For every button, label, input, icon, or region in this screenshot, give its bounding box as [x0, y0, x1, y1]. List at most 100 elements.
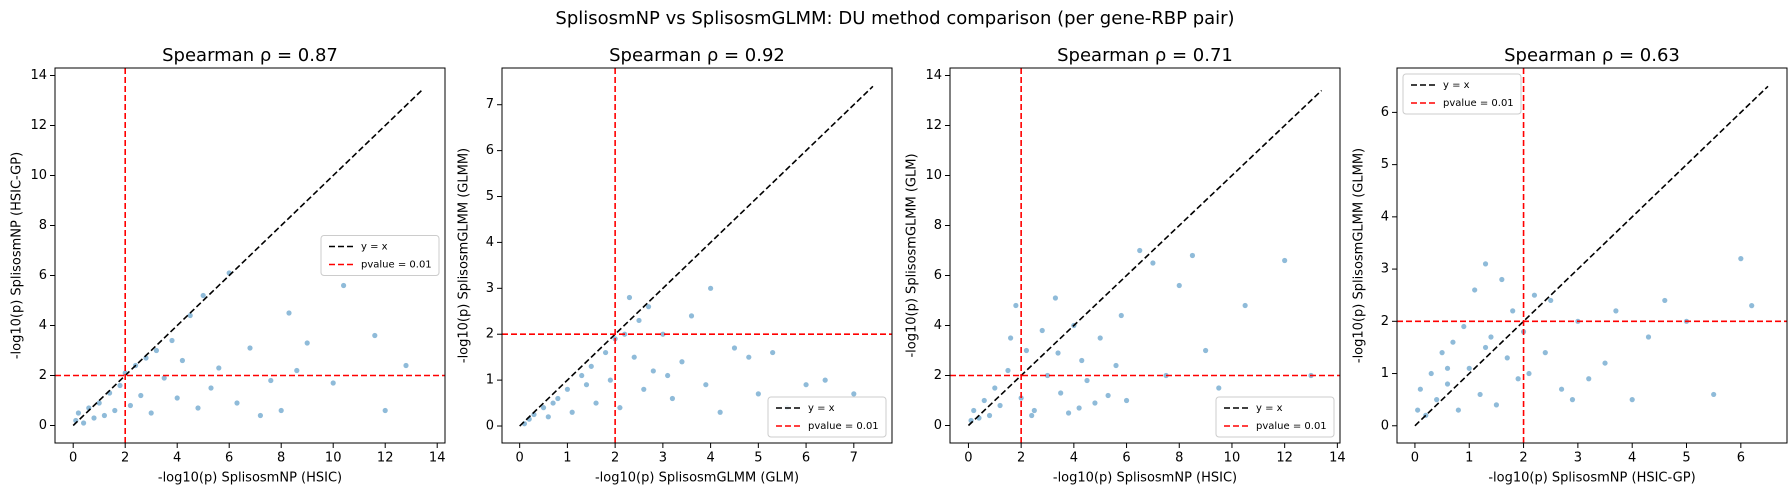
point: [1444, 365, 1451, 371]
point: [161, 375, 167, 381]
point: [1602, 360, 1608, 366]
point: [708, 285, 714, 291]
x-tick-label: 14: [1329, 451, 1346, 466]
point: [1023, 347, 1030, 354]
legend-label: pvalue = 0.01: [361, 260, 432, 271]
point: [1461, 323, 1467, 330]
x-tick-label: 6: [802, 451, 810, 466]
y-tick-label: 2: [1381, 314, 1389, 329]
point: [1008, 335, 1014, 341]
point: [1477, 391, 1483, 398]
point: [1065, 410, 1072, 416]
point: [174, 395, 180, 401]
y-tick-label: 5: [486, 189, 494, 204]
x-tick-label: 14: [429, 451, 446, 466]
point: [179, 357, 185, 364]
point: [1084, 377, 1090, 384]
point: [564, 386, 570, 392]
panel-title: Spearman ρ = 0.63: [1504, 45, 1680, 66]
y-tick-label: 8: [39, 218, 47, 233]
point: [986, 412, 993, 419]
x-tick-label: 6: [225, 451, 233, 466]
point: [208, 385, 214, 391]
point: [200, 292, 206, 299]
x-tick-label: 2: [1519, 451, 1527, 466]
point: [583, 382, 590, 388]
point: [247, 345, 253, 351]
y-tick-label: 2: [39, 368, 47, 383]
y-tick-label: 7: [486, 97, 494, 112]
x-tick-label: 0: [1411, 451, 1419, 466]
point: [626, 294, 633, 301]
point: [650, 368, 656, 374]
point: [1629, 397, 1635, 403]
y-tick-label: 4: [486, 235, 494, 250]
x-tick-label: 0: [516, 451, 524, 466]
y-tick-label: 4: [934, 318, 942, 333]
point: [1150, 260, 1156, 266]
point: [679, 359, 685, 365]
point: [1482, 344, 1489, 351]
point: [550, 400, 556, 406]
point: [555, 395, 561, 402]
x-tick-label: 4: [1070, 451, 1078, 466]
point: [803, 382, 809, 388]
y-tick-label: 0: [1381, 418, 1389, 433]
point: [91, 415, 97, 421]
point: [1031, 407, 1037, 414]
x-axis-label: -log10(p) SplisosmGLMM (GLM): [595, 471, 799, 486]
y-tick-label: 12: [30, 118, 47, 133]
point: [717, 409, 723, 415]
point: [1428, 370, 1434, 377]
x-axis-label: -log10(p) SplisosmNP (HSIC-GP): [1488, 471, 1695, 486]
point: [971, 407, 977, 414]
point: [1488, 334, 1494, 340]
x-tick-label: 0: [964, 451, 972, 466]
y-tick-label: 6: [39, 268, 47, 283]
point: [593, 400, 599, 406]
axes-frame: [54, 67, 446, 444]
y-tick-label: 5: [1381, 157, 1389, 172]
point: [1415, 407, 1421, 413]
point: [1542, 350, 1548, 356]
point: [403, 362, 409, 369]
x-tick-label: 0: [69, 451, 77, 466]
point: [1052, 295, 1059, 301]
point: [1482, 261, 1489, 267]
point: [341, 282, 347, 289]
point: [617, 405, 623, 411]
y-tick-label: 1: [486, 373, 494, 388]
point: [75, 410, 81, 416]
point: [1076, 405, 1082, 411]
point: [981, 397, 987, 404]
x-tick-label: 8: [1175, 451, 1183, 466]
point: [278, 407, 284, 414]
legend-label: y = x: [808, 403, 835, 414]
x-tick-label: 6: [1122, 451, 1130, 466]
point: [1515, 376, 1521, 382]
point: [101, 412, 107, 419]
point: [1526, 370, 1532, 377]
point: [330, 380, 336, 386]
point: [1176, 282, 1182, 289]
point: [997, 402, 1003, 409]
point: [372, 332, 378, 339]
point: [746, 354, 752, 360]
y-tick-label: 4: [1381, 209, 1389, 224]
figure-title: SplisosmNP vs SplisosmGLMM: DU method co…: [555, 8, 1234, 29]
point: [545, 414, 551, 420]
point: [1079, 357, 1085, 364]
y-tick-label: 10: [925, 168, 942, 183]
y-axis-label: -log10(p) SplisosmGLMM (GLMM): [457, 148, 472, 363]
point: [169, 337, 175, 344]
point: [660, 331, 666, 337]
x-tick-label: 12: [1276, 451, 1293, 466]
point: [1439, 350, 1445, 356]
point: [1504, 355, 1510, 361]
y-tick-label: 6: [1381, 105, 1389, 120]
point: [1092, 400, 1098, 406]
point: [1613, 308, 1619, 314]
legend-label: y = x: [1256, 403, 1283, 414]
x-tick-label: 4: [706, 451, 714, 466]
point: [1455, 407, 1461, 413]
